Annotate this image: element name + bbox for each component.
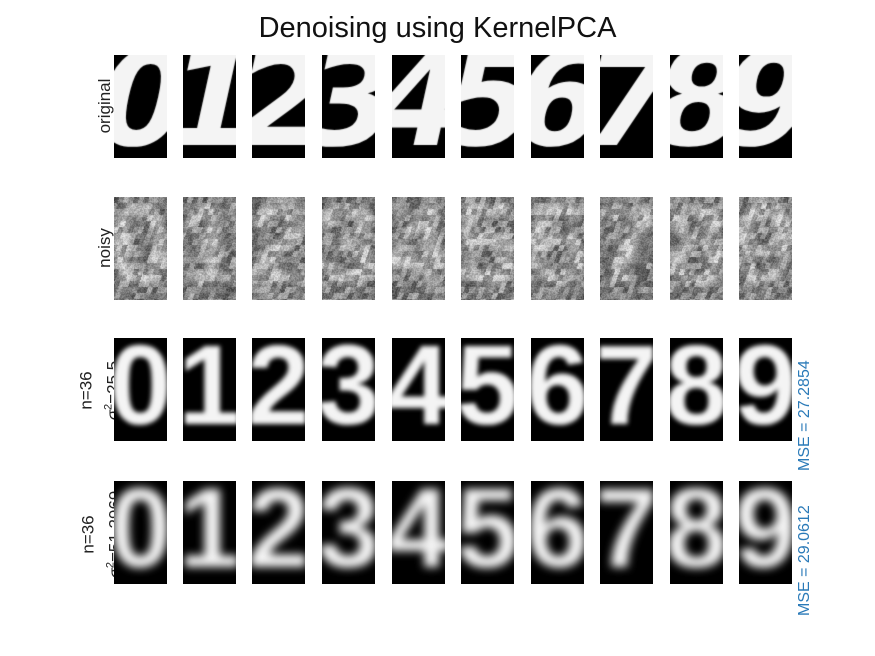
digit-image-recon2-4 — [392, 481, 445, 584]
sigma-exponent: 2 — [103, 404, 115, 410]
digit-image-recon2-3 — [322, 481, 375, 584]
digit-image-noisy-0 — [114, 197, 167, 300]
digit-image-noisy-5 — [461, 197, 514, 300]
digit-image-recon1-1 — [183, 338, 236, 441]
digit-image-recon2-7 — [600, 481, 653, 584]
digit-image-original-0 — [114, 55, 167, 158]
digit-image-recon1-6 — [531, 338, 584, 441]
digit-image-recon2-9 — [739, 481, 792, 584]
digit-image-recon2-8 — [670, 481, 723, 584]
digit-image-original-4 — [392, 55, 445, 158]
digit-image-recon1-3 — [322, 338, 375, 441]
row-label-original: original — [95, 66, 115, 146]
figure-title: Denoising using KernelPCA — [0, 12, 875, 45]
digit-image-original-1 — [183, 55, 236, 158]
digit-image-recon1-7 — [600, 338, 653, 441]
digit-image-recon1-0 — [114, 338, 167, 441]
digit-image-recon2-0 — [114, 481, 167, 584]
digit-image-recon1-4 — [392, 338, 445, 441]
digit-image-original-8 — [670, 55, 723, 158]
row-label-recon1-n: n=36 — [76, 321, 98, 461]
mse-label-recon1: MSE = 27.2854 — [796, 311, 814, 471]
mse-label-recon2: MSE = 29.0612 — [796, 456, 814, 616]
digit-image-recon2-5 — [461, 481, 514, 584]
digit-image-original-5 — [461, 55, 514, 158]
digit-image-noisy-4 — [392, 197, 445, 300]
row-label-noisy: noisy — [95, 208, 115, 288]
digit-image-noisy-7 — [600, 197, 653, 300]
digit-image-original-3 — [322, 55, 375, 158]
digit-image-noisy-3 — [322, 197, 375, 300]
digit-image-recon1-9 — [739, 338, 792, 441]
digit-image-original-2 — [252, 55, 305, 158]
digit-image-recon2-6 — [531, 481, 584, 584]
digit-image-noisy-6 — [531, 197, 584, 300]
digit-image-recon2-2 — [252, 481, 305, 584]
digit-image-noisy-2 — [252, 197, 305, 300]
digit-image-noisy-9 — [739, 197, 792, 300]
row-label-recon2-n: n=36 — [78, 455, 100, 615]
digit-image-original-6 — [531, 55, 584, 158]
digit-image-noisy-1 — [183, 197, 236, 300]
digit-image-noisy-8 — [670, 197, 723, 300]
digit-image-recon2-1 — [183, 481, 236, 584]
digit-image-recon1-2 — [252, 338, 305, 441]
digit-image-recon1-8 — [670, 338, 723, 441]
digit-image-original-9 — [739, 55, 792, 158]
digit-image-recon1-5 — [461, 338, 514, 441]
digit-image-original-7 — [600, 55, 653, 158]
